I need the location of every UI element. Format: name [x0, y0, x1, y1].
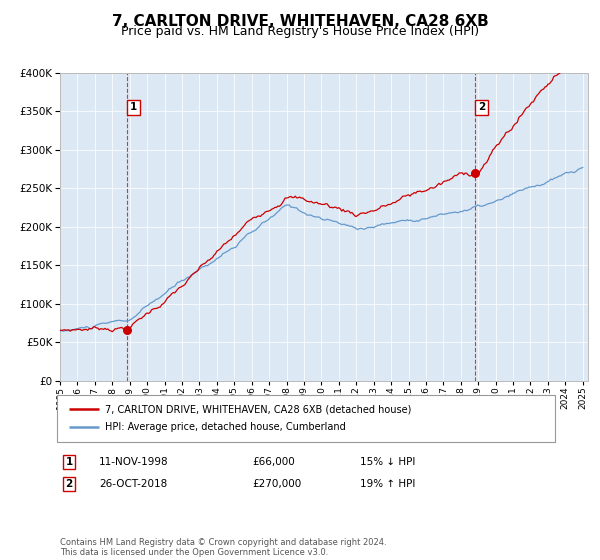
Text: 7, CARLTON DRIVE, WHITEHAVEN, CA28 6XB: 7, CARLTON DRIVE, WHITEHAVEN, CA28 6XB — [112, 14, 488, 29]
Text: 2: 2 — [478, 102, 485, 113]
Text: 1: 1 — [65, 457, 73, 467]
Text: 19% ↑ HPI: 19% ↑ HPI — [360, 479, 415, 489]
Text: HPI: Average price, detached house, Cumberland: HPI: Average price, detached house, Cumb… — [105, 422, 346, 432]
Text: 11-NOV-1998: 11-NOV-1998 — [99, 457, 169, 467]
Point — [122, 325, 132, 334]
Text: 7, CARLTON DRIVE, WHITEHAVEN, CA28 6XB (detached house): 7, CARLTON DRIVE, WHITEHAVEN, CA28 6XB (… — [105, 404, 412, 414]
Text: 26-OCT-2018: 26-OCT-2018 — [99, 479, 167, 489]
Text: £270,000: £270,000 — [252, 479, 301, 489]
Text: 15% ↓ HPI: 15% ↓ HPI — [360, 457, 415, 467]
Text: 2: 2 — [65, 479, 73, 489]
Text: Contains HM Land Registry data © Crown copyright and database right 2024.
This d: Contains HM Land Registry data © Crown c… — [60, 538, 386, 557]
Text: Price paid vs. HM Land Registry's House Price Index (HPI): Price paid vs. HM Land Registry's House … — [121, 25, 479, 38]
Text: 1: 1 — [130, 102, 137, 113]
Text: £66,000: £66,000 — [252, 457, 295, 467]
Point — [470, 169, 480, 178]
